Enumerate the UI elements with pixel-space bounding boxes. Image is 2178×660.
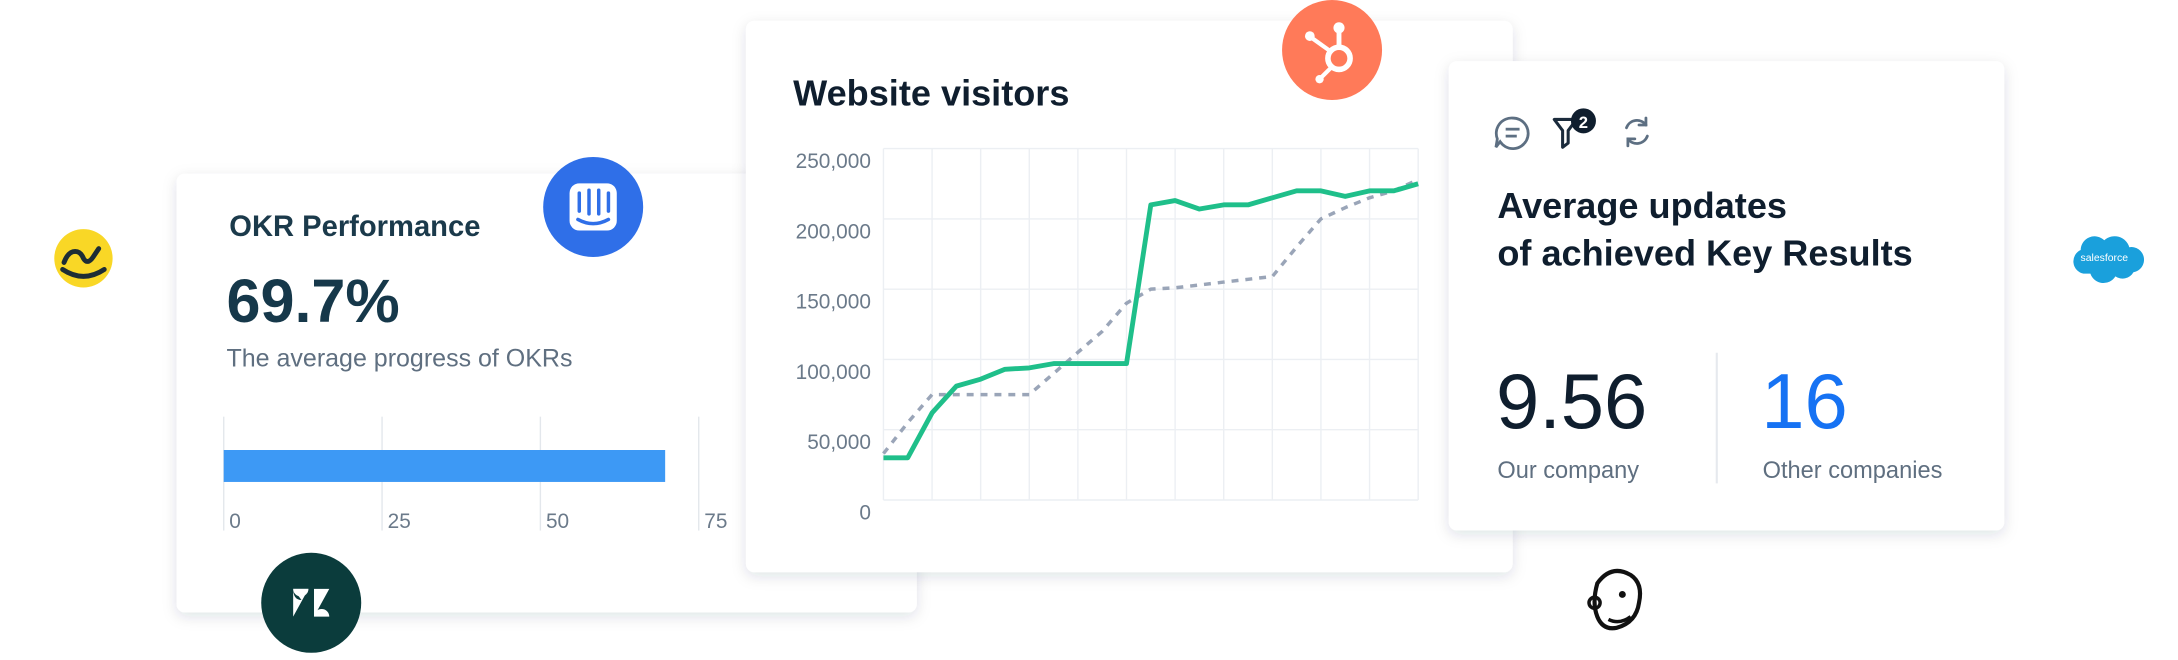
logo-text: salesforce xyxy=(2081,253,2129,264)
filter-badge: 2 xyxy=(1579,113,1588,132)
card-subtitle: The average progress of OKRs xyxy=(227,345,573,373)
refresh-icon[interactable] xyxy=(1625,116,1649,148)
big-value: 69.7% xyxy=(227,267,400,335)
okr-card: OKR Performance 69.7% The average progre… xyxy=(176,173,917,613)
filter-icon[interactable]: 2 xyxy=(1552,108,1596,149)
card-title: OKR Performance xyxy=(229,211,480,243)
x-tick-label: 0 xyxy=(229,510,241,533)
stat-label: Our company xyxy=(1497,458,1639,484)
comment-icon[interactable] xyxy=(1494,116,1530,150)
y-tick-label: 150,000 xyxy=(796,291,871,314)
card-title: Website visitors xyxy=(793,73,1069,114)
bar xyxy=(223,450,666,482)
y-tick-label: 100,000 xyxy=(796,361,871,384)
mailchimp-logo xyxy=(1587,568,1643,631)
card-background xyxy=(176,173,917,613)
visitors-card: Website visitors 0 50,000 100,000 150,000 20… xyxy=(745,20,1513,573)
y-tick-label: 250,000 xyxy=(796,150,871,173)
hubspot-logo xyxy=(1282,0,1383,100)
x-tick-label: 25 xyxy=(388,510,411,533)
basecamp-logo xyxy=(54,229,113,288)
salesforce-logo: salesforce xyxy=(2073,236,2145,284)
stat-label: Other companies xyxy=(1763,458,1943,484)
y-tick-label: 50,000 xyxy=(807,431,871,454)
line-series xyxy=(882,178,1419,455)
zendesk-logo xyxy=(261,552,362,653)
y-tick-label: 0 xyxy=(859,501,871,524)
line-series xyxy=(883,181,1419,461)
stat-value: 16 xyxy=(1761,359,1848,445)
x-tick-label: 75 xyxy=(704,510,727,533)
intercom-logo xyxy=(543,156,644,257)
card-title-line: Average updates xyxy=(1497,185,1787,226)
y-tick-label: 200,000 xyxy=(796,220,871,243)
stat-value: 9.56 xyxy=(1496,359,1647,445)
updates-card: 2 Average updates of achieved Key Result… xyxy=(1448,61,2005,531)
x-tick-label: 50 xyxy=(546,510,569,533)
card-title-line: of achieved Key Results xyxy=(1497,232,1912,273)
card-background xyxy=(1448,61,2005,531)
